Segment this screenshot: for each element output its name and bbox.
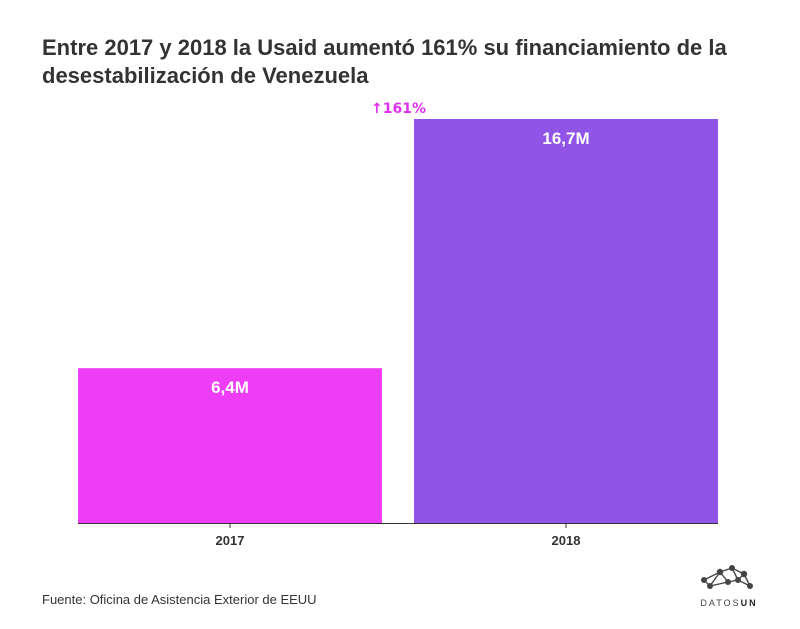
- datosun-logo: DATOSUN: [698, 560, 760, 612]
- logo-text-light: DATOS: [700, 598, 741, 608]
- x-tick-label: 2018: [552, 533, 581, 548]
- change-annotation: ↑161%: [371, 101, 426, 117]
- x-tick-label: 2017: [216, 533, 245, 548]
- bar-2017: [78, 368, 382, 523]
- logo-text-bold: UN: [740, 598, 758, 608]
- bar-2018: [414, 119, 718, 523]
- bars-group: [78, 119, 718, 523]
- source-note: Fuente: Oficina de Asistencia Exterior d…: [42, 592, 317, 607]
- chart-title: Entre 2017 y 2018 la Usaid aumentó 161% …: [42, 35, 727, 88]
- labels-group: 6,4M 2017 16,7M 2018 ↑161%: [211, 101, 590, 548]
- bar-value-label: 6,4M: [211, 378, 249, 397]
- logo-wordmark: DATOSUN: [698, 598, 760, 608]
- network-molecule-icon: [701, 565, 753, 589]
- bar-value-label: 16,7M: [542, 129, 589, 148]
